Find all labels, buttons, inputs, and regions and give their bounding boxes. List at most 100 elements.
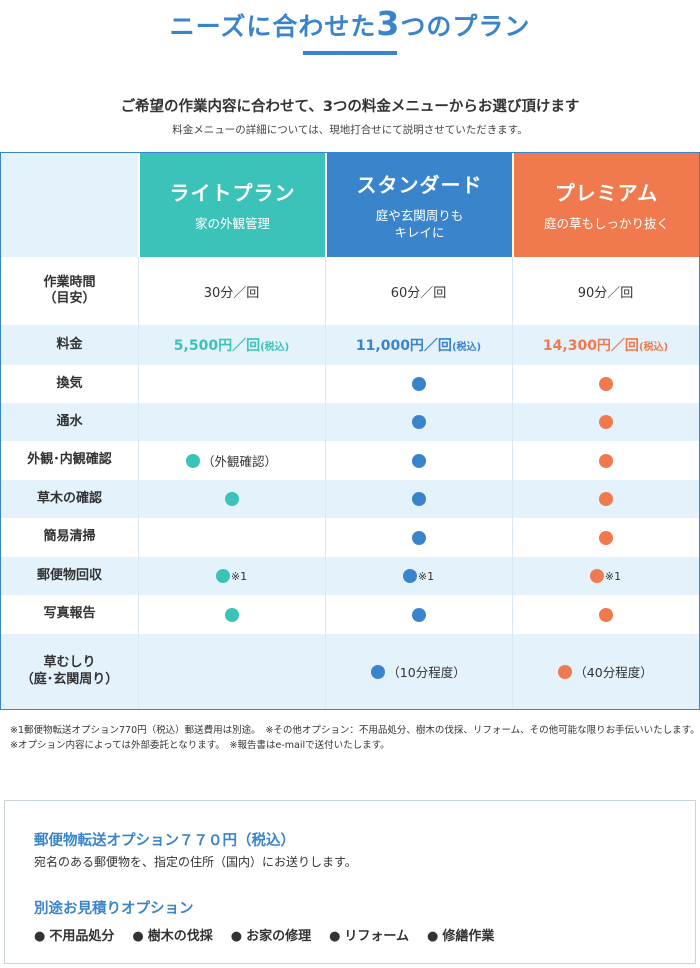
tsusui-premium	[512, 403, 699, 441]
table-row: 写真報告	[1, 595, 699, 634]
title-underline	[303, 51, 397, 55]
list-item: 樹木の伐採	[132, 925, 213, 944]
row-label-seiso: 簡易清掃	[43, 529, 96, 545]
kanki-premium	[512, 365, 699, 403]
table-row: 作業時間 （目安） 30分／回 60分／回 90分／回	[1, 257, 699, 325]
plan-header-light: ライトプラン 家の外観管理	[138, 153, 325, 257]
check-dot-icon	[411, 377, 426, 391]
header-blank	[1, 153, 138, 257]
plan-header-standard: スタンダード 庭や玄関周りも キレイに	[325, 153, 512, 257]
check-dot-icon	[598, 607, 613, 622]
check-dot-icon	[411, 453, 426, 468]
check-dot-icon	[598, 453, 613, 468]
column-divider	[325, 257, 326, 709]
check-dot-icon	[598, 377, 613, 391]
price-light: 5,500円／回 (税込)	[173, 338, 290, 354]
table-row: 草むしり （庭･玄関周り） （10分程度） （40分程度）	[1, 634, 699, 709]
table-row: 草木の確認	[1, 480, 699, 518]
time-standard: 60分／回	[390, 285, 447, 301]
check-dot-icon	[558, 664, 573, 679]
shashin-standard	[325, 595, 512, 634]
gaikan-standard	[325, 441, 512, 480]
yubin-standard: ※1	[325, 557, 512, 595]
plan-name-standard: スタンダード	[356, 173, 483, 198]
yubin-premium: ※1	[512, 557, 699, 595]
table-row: 料金 5,500円／回 (税込) 11,000円／回 (税込) 14,300円／回(…	[1, 325, 699, 365]
check-dot-icon	[589, 569, 604, 583]
check-dot-icon	[598, 492, 613, 506]
footnote: ※1郵便物転送オプション770円（税込）郵送費用は別途。 ※その他オプション：不…	[10, 725, 700, 751]
check-dot-icon	[411, 415, 426, 429]
plan-desc-standard: 庭や玄関周りも キレイに	[375, 208, 464, 240]
estimate-option-title: 別途お見積りオプション	[34, 901, 194, 917]
time-premium: 90分／回	[577, 285, 634, 301]
table-row: 簡易清掃	[1, 518, 699, 557]
transfer-option-desc: 宛名のある郵便物を、指定の住所（国内）にお送りします。	[34, 855, 357, 869]
table-row: 外観･内観確認 （外観確認）	[1, 441, 699, 480]
options-box: 郵便物転送オプション７７０円（税込） 宛名のある郵便物を、指定の住所（国内）にお…	[4, 800, 696, 964]
somoku-light	[138, 480, 325, 518]
row-label-kanki: 換気	[56, 375, 83, 391]
gaikan-light: （外観確認）	[138, 441, 325, 480]
shashin-light	[138, 595, 325, 634]
kusamushiri-premium: （40分程度）	[512, 634, 699, 709]
seiso-premium	[512, 518, 699, 557]
row-label-yubin: 郵便物回収	[36, 567, 102, 583]
kusamushiri-light	[138, 634, 325, 709]
tsusui-standard	[325, 403, 512, 441]
page-title: ニーズに合わせた3つのプラン	[169, 4, 531, 43]
check-dot-icon	[371, 664, 386, 679]
shashin-premium	[512, 595, 699, 634]
kusamushiri-standard: （10分程度）	[325, 634, 512, 709]
kanki-light	[138, 365, 325, 403]
yubin-light: ※1	[138, 557, 325, 595]
row-label-kusamushiri: 草むしり （庭･玄関周り）	[20, 655, 119, 687]
check-dot-icon	[185, 453, 200, 468]
time-light: 30分／回	[203, 285, 260, 301]
list-item: リフォーム	[329, 925, 409, 944]
plan-header-row: ライトプラン 家の外観管理 スタンダード 庭や玄関周りも キレイに プレミアム …	[1, 153, 699, 257]
list-item: 修繕作業	[427, 925, 494, 944]
price-premium: 14,300円／回 (税込)	[542, 338, 669, 354]
list-item: お家の修理	[231, 925, 311, 944]
check-dot-icon	[224, 607, 239, 622]
table-row: 換気	[1, 365, 699, 403]
check-dot-icon	[411, 492, 426, 506]
column-divider	[512, 257, 513, 709]
check-dot-icon	[402, 569, 417, 583]
seiso-standard	[325, 518, 512, 557]
gaikan-premium	[512, 441, 699, 480]
row-label-tsusui: 通水	[56, 413, 83, 429]
transfer-option-title: 郵便物転送オプション７７０円（税込）	[34, 833, 295, 849]
plan-desc-premium: 庭の草もしっかり抜く	[543, 216, 669, 232]
check-dot-icon	[598, 415, 613, 429]
somoku-standard	[325, 480, 512, 518]
row-label-gaikan: 外観･内観確認	[27, 452, 112, 468]
plan-header-premium: プレミアム 庭の草もしっかり抜く	[512, 153, 699, 257]
row-label-time: 作業時間 （目安）	[43, 274, 96, 306]
somoku-premium	[512, 480, 699, 518]
check-dot-icon	[598, 530, 613, 545]
check-dot-icon	[411, 607, 426, 622]
intro-lead: ご希望の作業内容に合わせて、3つの料金メニューからお選び頂けます	[120, 99, 580, 115]
column-divider	[138, 257, 139, 709]
list-item: 不用品処分	[34, 925, 114, 944]
plan-desc-light: 家の外観管理	[194, 216, 270, 232]
seiso-light	[138, 518, 325, 557]
plan-name-light: ライトプラン	[169, 181, 296, 206]
plan-name-premium: プレミアム	[554, 181, 659, 206]
row-label-shashin: 写真報告	[43, 606, 96, 622]
row-label-price: 料金	[56, 336, 83, 352]
check-dot-icon	[215, 569, 230, 583]
row-label-somoku: 草木の確認	[36, 490, 102, 506]
intro-sub: 料金メニューの詳細については、現地打合せにて説明させていただきます。	[172, 124, 528, 136]
tsusui-light	[138, 403, 325, 441]
estimate-option-list: 不用品処分 樹木の伐採 お家の修理 リフォーム 修繕作業	[34, 925, 512, 944]
kanki-standard	[325, 365, 512, 403]
table-row: 通水	[1, 403, 699, 441]
table-row: 郵便物回収 ※1 ※1 ※1	[1, 557, 699, 595]
check-dot-icon	[224, 492, 239, 506]
plan-comparison-table: ライトプラン 家の外観管理 スタンダード 庭や玄関周りも キレイに プレミアム …	[0, 152, 700, 710]
price-standard: 11,000円／回 (税込)	[355, 338, 482, 354]
check-dot-icon	[411, 530, 426, 545]
